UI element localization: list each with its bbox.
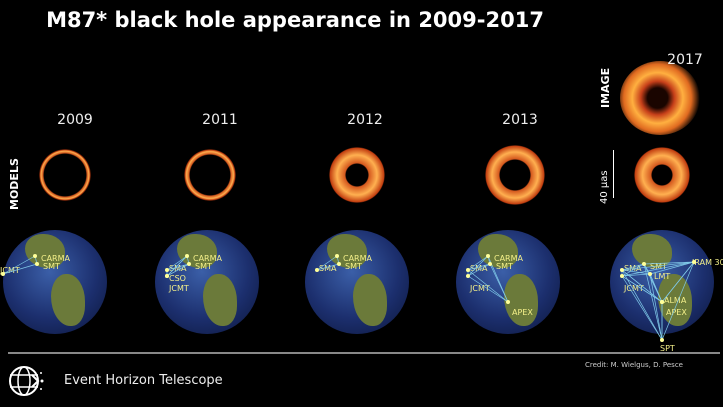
station-dot: [35, 262, 39, 266]
baseline-line: [467, 255, 489, 277]
model-ring: [485, 145, 545, 205]
station-dot: [488, 262, 492, 266]
model-ring: [39, 149, 91, 201]
earth-globe: [610, 230, 714, 334]
baseline-line: [621, 261, 695, 277]
year-label: 2013: [502, 112, 538, 128]
station-dot: [660, 300, 664, 304]
station-label: CARMA: [494, 254, 523, 263]
baseline-line: [467, 263, 491, 271]
station-dot: [165, 274, 169, 278]
station-label: CARMA: [193, 254, 222, 263]
station-dot: [185, 254, 189, 258]
station-label: SMT: [345, 262, 362, 271]
earth-globe: [155, 230, 259, 334]
station-dot: [642, 262, 646, 266]
station-dot: [506, 300, 510, 304]
station-dot: [620, 274, 624, 278]
baseline-line: [467, 263, 491, 277]
baseline-line: [643, 263, 663, 341]
year-label: 2017: [667, 52, 703, 68]
baseline-line: [621, 261, 695, 271]
station-label: CARMA: [343, 254, 372, 263]
baseline-line: [467, 269, 509, 303]
earth-globe: [3, 230, 107, 334]
baseline-line: [621, 275, 663, 303]
baseline-line: [166, 255, 188, 277]
baseline-line: [649, 261, 695, 275]
baseline-line: [467, 255, 489, 271]
baseline-line: [621, 263, 645, 271]
baseline-line: [316, 263, 340, 271]
station-label: SMT: [496, 262, 513, 271]
baseline-line: [643, 263, 663, 303]
station-dot: [466, 268, 470, 272]
station-dot: [620, 268, 624, 272]
baseline-line: [2, 255, 36, 275]
baseline-line: [621, 275, 663, 341]
station-label: JCMT: [470, 284, 490, 293]
station-label: SPT: [660, 344, 675, 353]
baseline-line: [467, 275, 509, 303]
station-label: ALMA: [664, 296, 687, 305]
station-dot: [648, 272, 652, 276]
station-label: APEX: [666, 308, 687, 317]
station-label: LMT: [654, 272, 671, 281]
baseline-line: [661, 261, 695, 341]
year-label: 2009: [57, 112, 93, 128]
station-label: SMT: [195, 262, 212, 271]
station-dot: [337, 262, 341, 266]
baseline-line: [316, 255, 338, 271]
black-hole-image: [620, 61, 700, 135]
station-dot: [1, 272, 5, 276]
station-label: SMA: [319, 264, 337, 273]
station-dot: [486, 254, 490, 258]
baseline-line: [661, 261, 695, 303]
baseline-line: [621, 269, 651, 275]
baseline-line: [621, 269, 663, 303]
baseline-line: [643, 261, 695, 265]
model-ring: [634, 147, 690, 203]
station-label: IRAM 30m: [692, 258, 723, 267]
station-dot: [165, 268, 169, 272]
station-label: APEX: [512, 308, 533, 317]
baseline-line: [649, 273, 663, 341]
station-label: SMT: [650, 262, 667, 271]
earth-globe: [456, 230, 560, 334]
year-label: 2012: [347, 112, 383, 128]
station-dot: [335, 254, 339, 258]
station-label: SMA: [470, 264, 488, 273]
eht-logo-icon: [9, 366, 44, 396]
baseline-line: [621, 273, 651, 277]
baseline-line: [2, 263, 38, 275]
station-dot: [315, 268, 319, 272]
divider: [8, 352, 720, 354]
station-dot: [466, 274, 470, 278]
station-label: CSO: [169, 274, 186, 283]
title: M87* black hole appearance in 2009-2017: [46, 8, 544, 32]
year-label: 2011: [202, 112, 238, 128]
scale-bar: [613, 150, 614, 198]
station-label: JCMT: [169, 284, 189, 293]
station-dot: [187, 262, 191, 266]
station-dot: [692, 260, 696, 264]
earth-globe: [305, 230, 409, 334]
station-label: CARMA: [41, 254, 70, 263]
model-ring: [184, 149, 236, 201]
station-dot: [660, 338, 664, 342]
model-ring: [329, 147, 385, 203]
baseline-line: [621, 269, 663, 341]
baseline-line: [166, 263, 190, 271]
station-label: SMA: [169, 264, 187, 273]
station-dot: [33, 254, 37, 258]
station-label: JCMT: [624, 284, 644, 293]
baseline-line: [621, 263, 645, 277]
baseline-line: [166, 255, 188, 271]
station-label: SMT: [43, 262, 60, 271]
baseline-line: [166, 263, 190, 277]
org-name: Event Horizon Telescope: [64, 373, 223, 388]
credit: Credit: M. Wielgus, D. Pesce: [585, 361, 683, 369]
